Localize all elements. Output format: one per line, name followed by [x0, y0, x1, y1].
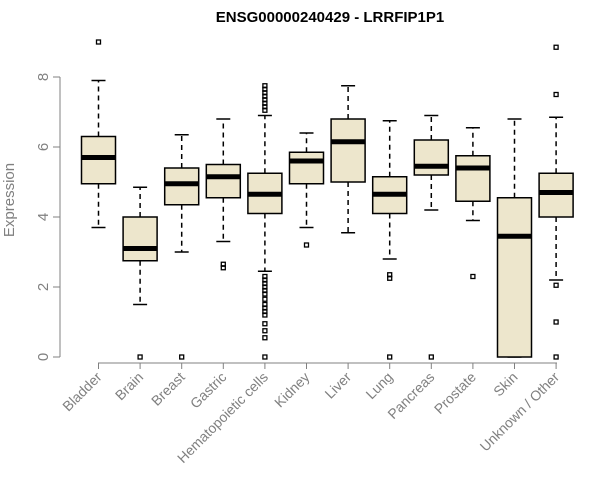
box-group	[247, 83, 283, 360]
box-group	[330, 85, 366, 234]
outlier-point	[95, 39, 102, 45]
box	[496, 197, 533, 358]
box-group	[163, 134, 200, 360]
box	[413, 139, 450, 176]
y-tick-label: 8	[35, 73, 52, 81]
outlier-point	[262, 335, 268, 341]
outlier-point	[179, 354, 185, 360]
box	[163, 167, 200, 206]
x-tick-label: Lung	[362, 369, 395, 402]
y-tick-label: 0	[35, 353, 52, 361]
outlier-point	[262, 107, 268, 113]
outlier-point	[470, 273, 476, 280]
x-tick-label: Kidney	[271, 369, 313, 411]
x-tick-label: Liver	[321, 369, 354, 402]
box-group	[413, 114, 450, 360]
outlier-point	[262, 321, 268, 327]
box-group	[122, 186, 158, 360]
box	[122, 216, 158, 262]
x-tick-label: Unknown / Other	[477, 369, 563, 455]
outlier-point	[553, 44, 559, 50]
box-group	[80, 39, 117, 229]
outlier-point	[428, 354, 434, 360]
y-tick-label: 2	[35, 283, 52, 291]
x-tick-label: Skin	[490, 369, 521, 400]
outlier-point	[387, 354, 393, 360]
x-tick-label: Prostate	[431, 369, 479, 417]
box	[205, 163, 242, 199]
boxes	[80, 39, 574, 360]
box-group	[288, 132, 325, 248]
y-axis-label: Expression	[1, 163, 18, 237]
outlier-point	[553, 354, 559, 360]
outlier-point	[262, 296, 268, 302]
box	[330, 118, 366, 183]
outlier-point	[220, 261, 226, 267]
outlier-point	[553, 282, 559, 288]
outlier-point	[553, 91, 559, 98]
outlier-point	[262, 291, 268, 297]
chart-title: ENSG00000240429 - LRRFIP1P1	[216, 9, 444, 26]
outlier-point	[303, 242, 310, 248]
box	[80, 135, 117, 185]
box-group	[538, 44, 574, 360]
box	[288, 151, 325, 185]
x-ticks	[98, 363, 557, 369]
outlier-point	[387, 272, 393, 278]
outlier-point	[553, 319, 559, 325]
x-tick-label: Bladder	[59, 369, 105, 415]
box	[538, 172, 574, 218]
y-ticks: 0 2 4 6 8	[35, 73, 60, 361]
box-group	[371, 120, 408, 360]
outlier-point	[262, 354, 268, 360]
box-group	[455, 127, 491, 280]
box-group	[496, 118, 533, 358]
outlier-point	[262, 328, 268, 334]
outlier-point	[137, 354, 143, 360]
box-group	[205, 118, 242, 271]
y-tick-label: 6	[35, 143, 52, 151]
outlier-point	[262, 312, 268, 318]
x-tick-label: Breast	[148, 369, 188, 409]
x-tick-label: Brain	[112, 369, 146, 403]
y-tick-label: 4	[35, 213, 52, 221]
box	[455, 155, 491, 202]
